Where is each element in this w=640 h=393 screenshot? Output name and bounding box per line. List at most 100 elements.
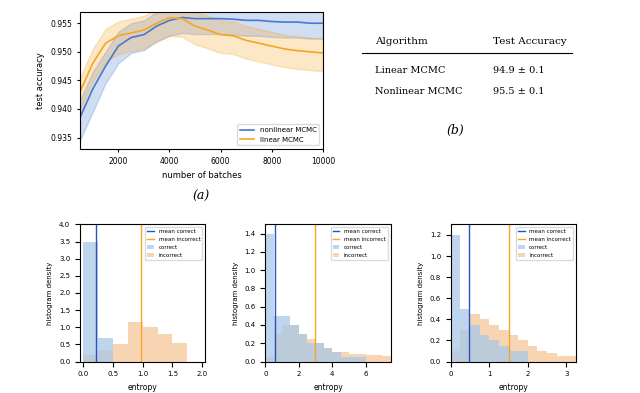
Bar xyxy=(266,233,274,362)
Bar xyxy=(98,338,113,362)
Y-axis label: histogram density: histogram density xyxy=(233,261,239,325)
Bar xyxy=(274,334,282,362)
nonlinear MCMC xyxy=(281,20,289,24)
Bar xyxy=(324,348,332,362)
linear MCMC xyxy=(115,33,122,38)
Bar xyxy=(357,357,365,362)
nonlinear MCMC xyxy=(230,17,237,22)
Bar xyxy=(128,322,143,362)
nonlinear MCMC xyxy=(140,32,148,37)
linear MCMC xyxy=(140,28,148,33)
Text: Test Accuracy: Test Accuracy xyxy=(493,37,566,46)
Bar xyxy=(299,334,307,362)
linear MCMC xyxy=(230,33,237,38)
linear MCMC xyxy=(153,21,161,26)
Legend: mean correct, mean incorrect, correct, incorrect: mean correct, mean incorrect, correct, i… xyxy=(516,227,573,260)
nonlinear MCMC xyxy=(153,24,161,28)
nonlinear MCMC xyxy=(217,16,225,21)
Bar xyxy=(274,316,282,362)
Bar xyxy=(98,349,113,362)
X-axis label: entropy: entropy xyxy=(313,383,343,392)
linear MCMC xyxy=(102,41,109,46)
Bar xyxy=(349,354,357,362)
Bar xyxy=(470,314,479,362)
Bar xyxy=(332,353,340,362)
Bar xyxy=(479,320,490,362)
Bar xyxy=(157,334,172,362)
Bar xyxy=(547,353,557,362)
Bar xyxy=(479,335,490,362)
linear MCMC xyxy=(306,50,314,54)
nonlinear MCMC xyxy=(127,35,135,40)
Text: (b): (b) xyxy=(447,124,465,137)
Bar xyxy=(282,316,291,362)
Bar xyxy=(143,327,157,362)
Bar xyxy=(557,356,566,362)
linear MCMC xyxy=(204,28,212,33)
Bar xyxy=(316,343,324,362)
Bar xyxy=(460,309,470,362)
Bar xyxy=(365,355,374,362)
Text: Algorithm: Algorithm xyxy=(375,37,428,46)
linear MCMC xyxy=(281,47,289,51)
Bar xyxy=(266,357,274,362)
Y-axis label: histogram density: histogram density xyxy=(418,261,424,325)
Bar xyxy=(299,334,307,362)
Bar xyxy=(113,344,128,362)
nonlinear MCMC xyxy=(268,19,276,24)
nonlinear MCMC xyxy=(204,16,212,21)
Bar xyxy=(172,343,188,362)
linear MCMC xyxy=(293,48,301,53)
nonlinear MCMC xyxy=(255,18,263,23)
Bar xyxy=(451,351,460,362)
Y-axis label: histogram density: histogram density xyxy=(47,261,54,325)
Line: linear MCMC: linear MCMC xyxy=(80,18,323,92)
linear MCMC xyxy=(268,44,276,48)
linear MCMC xyxy=(243,38,250,43)
Legend: mean correct, mean incorrect, correct, incorrect: mean correct, mean incorrect, correct, i… xyxy=(330,227,388,260)
linear MCMC xyxy=(179,16,186,21)
linear MCMC xyxy=(89,61,97,66)
linear MCMC xyxy=(76,90,84,94)
Bar xyxy=(382,356,390,362)
nonlinear MCMC xyxy=(306,21,314,26)
linear MCMC xyxy=(166,15,173,20)
nonlinear MCMC xyxy=(166,18,173,23)
Bar xyxy=(332,353,340,362)
Bar xyxy=(324,348,332,362)
Bar xyxy=(538,351,547,362)
linear MCMC xyxy=(319,51,326,55)
Bar xyxy=(499,346,509,362)
Bar xyxy=(349,357,357,362)
X-axis label: number of batches: number of batches xyxy=(161,171,241,180)
Text: 94.9 ± 0.1: 94.9 ± 0.1 xyxy=(493,66,545,75)
Bar xyxy=(490,325,499,362)
Bar xyxy=(357,354,365,362)
nonlinear MCMC xyxy=(191,16,199,21)
Bar xyxy=(374,355,382,362)
linear MCMC xyxy=(217,32,225,37)
Bar xyxy=(509,351,518,362)
linear MCMC xyxy=(191,24,199,28)
Bar xyxy=(528,346,538,362)
Bar xyxy=(291,325,299,362)
Bar xyxy=(509,335,518,362)
Y-axis label: test accuracy: test accuracy xyxy=(36,52,45,109)
X-axis label: entropy: entropy xyxy=(128,383,157,392)
Bar xyxy=(83,242,98,362)
nonlinear MCMC xyxy=(102,64,109,68)
Bar xyxy=(307,343,316,362)
Legend: mean correct, mean incorrect, correct, incorrect: mean correct, mean incorrect, correct, i… xyxy=(145,227,202,260)
nonlinear MCMC xyxy=(243,18,250,23)
Bar xyxy=(282,325,291,362)
Bar xyxy=(83,355,98,362)
Bar xyxy=(340,357,349,362)
nonlinear MCMC xyxy=(319,21,326,26)
Bar xyxy=(490,340,499,362)
nonlinear MCMC xyxy=(293,20,301,24)
Bar xyxy=(460,330,470,362)
nonlinear MCMC xyxy=(115,44,122,48)
Bar xyxy=(451,235,460,362)
Bar xyxy=(518,351,528,362)
linear MCMC xyxy=(127,31,135,35)
